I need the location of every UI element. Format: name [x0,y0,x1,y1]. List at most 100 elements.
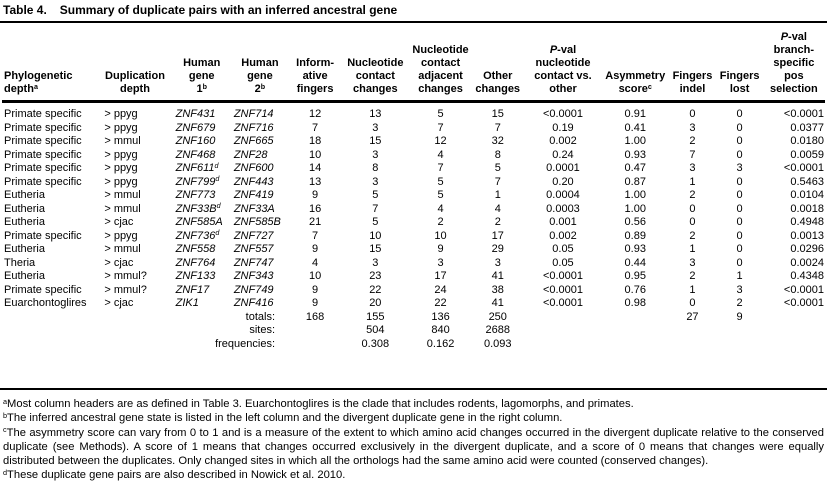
nucleotide-contact-adjacent-changes-cell: 9 [437,243,444,255]
informative-fingers-cell: 9 [312,243,319,255]
duplication-depth-cell: > cjac [104,297,134,309]
pval-nucleotide-contact-vs-other-cell: 0.0004 [546,189,580,201]
other-changes-cell: 17 [491,229,504,242]
phylogenetic-depth-cell: Eutheria [4,216,45,228]
asymmetry-score-cell: 0.87 [624,175,646,188]
pval-nucleotide-contact-vs-other-cell: <0.0001 [542,297,584,309]
duplication-depth-cell: > ppyg [104,148,138,161]
table-row: Eutheria > cjac ZNF585A ZNF585B 21 5 2 2 0.001 0.… [2,216,825,230]
fingers-lost-cell: 0 [736,121,743,134]
fingers-indel-cell: 3 [689,121,696,134]
pval-nucleotide-contact-vs-other-cell: 0.05 [552,256,574,269]
fingers-lost-cell: 0 [736,202,743,215]
other-changes-summary-cell: 0.093 [483,337,512,350]
asymmetry-score-summary-cell [602,338,668,352]
nucleotide-contact-changes-summary-cell: 504 [366,324,385,336]
informative-fingers-cell: 10 [308,148,322,161]
fingers-indel-cell: 1 [689,283,696,296]
phylogenetic-depth-cell: Theria [4,256,36,269]
table-row: Primate specific > ppyg ZNF431 ZNF714 12 13 5 1… [2,102,825,122]
other-changes-cell: 2 [494,216,501,228]
informative-fingers-cell: 7 [312,121,319,134]
nucleotide-contact-changes-cell: 5 [372,189,379,201]
duplication-depth-cell: > mmul [104,202,141,215]
pval-branch-specific-pos-selection-summary-cell [763,311,825,325]
informative-fingers-summary-cell [289,324,341,338]
phylogenetic-depth-cell: Eutheria [4,202,45,215]
fingers-indel-summary-cell [668,338,716,352]
table-row: Primate specific > ppyg ZNF679 ZNF716 7 3 7 7 0.… [2,122,825,136]
human-gene-2-cell: ZNF716 [233,121,274,134]
asymmetry-score-cell: 0.47 [624,162,646,174]
pval-branch-specific-pos-selection-cell: 0.0059 [790,148,824,161]
column-header-nucleotide-contact-changes: Nucleotide contact changes [341,23,410,103]
asymmetry-score-cell: 1.00 [624,135,646,147]
table-row: Primate specific > ppyg ZNF736d ZNF727 7 10 10… [2,230,825,244]
nucleotide-contact-changes-cell: 3 [372,175,379,188]
human-gene-2-cell: ZNF416 [233,297,274,309]
fingers-lost-cell: 0 [736,189,743,201]
phylogenetic-depth-cell: Eutheria [4,270,45,282]
pval-nucleotide-contact-vs-other-cell: 0.20 [552,175,574,188]
pval-branch-specific-pos-selection-cell: 0.0018 [790,202,824,215]
other-changes-cell: 5 [494,162,501,174]
nucleotide-contact-changes-cell: 8 [372,162,379,174]
pval-nucleotide-contact-vs-other-cell: 0.19 [552,121,574,134]
fingers-indel-cell: 0 [689,202,696,215]
nucleotide-contact-adjacent-changes-cell: 5 [437,108,444,120]
pval-branch-specific-pos-selection-cell: <0.0001 [783,283,824,296]
fingers-lost-cell: 2 [736,297,743,309]
summary-row-label: sites: [249,324,276,336]
duplication-depth-cell: > mmul? [104,283,147,296]
pval-branch-specific-pos-selection-cell: 0.4948 [790,216,824,228]
duplication-depth-cell: > cjac [104,256,134,269]
pval-branch-specific-pos-selection-cell: 0.5463 [790,175,824,188]
table-caption: Summary of duplicate pairs with an infer… [59,3,398,17]
column-header-human-gene-1: Human gene 1b [172,23,231,103]
asymmetry-score-cell: 0.56 [624,216,646,228]
pval-branch-specific-pos-selection-summary-cell [763,338,825,352]
human-gene-1-cell: ZNF160 [175,135,216,147]
informative-fingers-summary-cell [289,338,341,352]
human-gene-1-cell: ZIK1 [175,297,199,309]
duplication-depth-cell: > ppyg [104,229,138,242]
duplication-depth-cell: > ppyg [104,175,138,188]
fingers-lost-summary-cell [717,338,763,352]
nucleotide-contact-changes-summary-cell: 155 [366,310,385,323]
fingers-lost-cell: 0 [736,256,743,269]
phylogenetic-depth-cell: Primate specific [4,108,82,120]
nucleotide-contact-adjacent-changes-cell: 10 [434,229,447,242]
human-gene-1-cell: ZNF773 [175,189,216,201]
pval-branch-specific-pos-selection-cell: <0.0001 [783,108,824,120]
human-gene-2-cell: ZNF727 [233,229,274,242]
summary-row: totals: 168 155 136 250 27 9 [2,311,825,325]
footnote-b: bThe inferred ancestral gene state is li… [3,411,563,425]
fingers-indel-cell: 1 [689,175,696,188]
fingers-indel-summary-cell: 27 [686,310,699,323]
table-row: Eutheria > mmul? ZNF133 ZNF343 10 23 17 41 <0.00… [2,270,825,284]
pval-nucleotide-contact-vs-other-cell: 0.0003 [546,202,580,215]
asymmetry-score-cell: 0.89 [624,229,646,242]
asymmetry-score-cell: 0.93 [624,148,646,161]
table-row: Eutheria > mmul ZNF773 ZNF419 9 5 5 1 0.0004 1.00… [2,189,825,203]
informative-fingers-cell: 9 [312,189,319,201]
nucleotide-contact-adjacent-changes-cell: 12 [434,135,447,147]
informative-fingers-cell: 9 [312,283,319,296]
column-header-fingers-lost: Fingers lost [716,23,763,103]
fingers-indel-summary-cell [668,324,716,338]
nucleotide-contact-changes-cell: 15 [369,243,382,255]
duplication-depth-cell: > mmul? [104,270,147,282]
nucleotide-contact-adjacent-changes-cell: 5 [437,189,444,201]
nucleotide-contact-changes-cell: 3 [372,256,379,269]
human-gene-1-cell: ZNF611d [175,161,219,174]
nucleotide-contact-adjacent-changes-cell: 3 [437,256,444,269]
table-row: Primate specific > ppyg ZNF799d ZNF443 13 3 5 7… [2,176,825,190]
informative-fingers-cell: 18 [308,135,322,147]
fingers-lost-cell: 0 [736,216,743,228]
human-gene-1-cell: ZNF585A [175,216,223,228]
fingers-indel-cell: 2 [689,229,696,242]
duplication-depth-cell: > mmul [104,189,141,201]
table-row: Eutheria > mmul ZNF33Bd ZNF33A 16 7 4 4 0.0003 1.… [2,203,825,217]
fingers-lost-cell: 0 [736,108,743,120]
nucleotide-contact-adjacent-changes-summary-cell: 136 [431,310,450,323]
